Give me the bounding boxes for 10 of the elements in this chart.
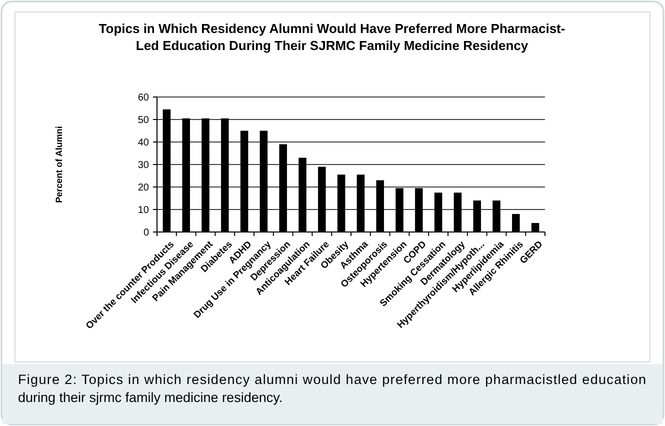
caption: Figure 2: Topics in which residency alumni would have preferred more pharmacistled education during their sjrmc family medicine residency.: [18, 372, 646, 405]
y-tick-label: 40: [138, 138, 150, 148]
y-tick-label: 30: [138, 160, 150, 171]
y-tick-label: 60: [138, 92, 150, 104]
chart-title: Topics in Which Residency Alumni Would Have Preferred More Pharmacist-Led Education During Their SJRMC Family Medicine Residency: [98, 21, 566, 53]
y-tick-label: 20: [138, 182, 150, 194]
y-tick-label: 0: [143, 228, 150, 238]
y-axis-title: Percent of Alumni: [54, 126, 64, 203]
y-tick-label: 50: [138, 115, 150, 126]
y-tick-label: 10: [138, 205, 150, 216]
